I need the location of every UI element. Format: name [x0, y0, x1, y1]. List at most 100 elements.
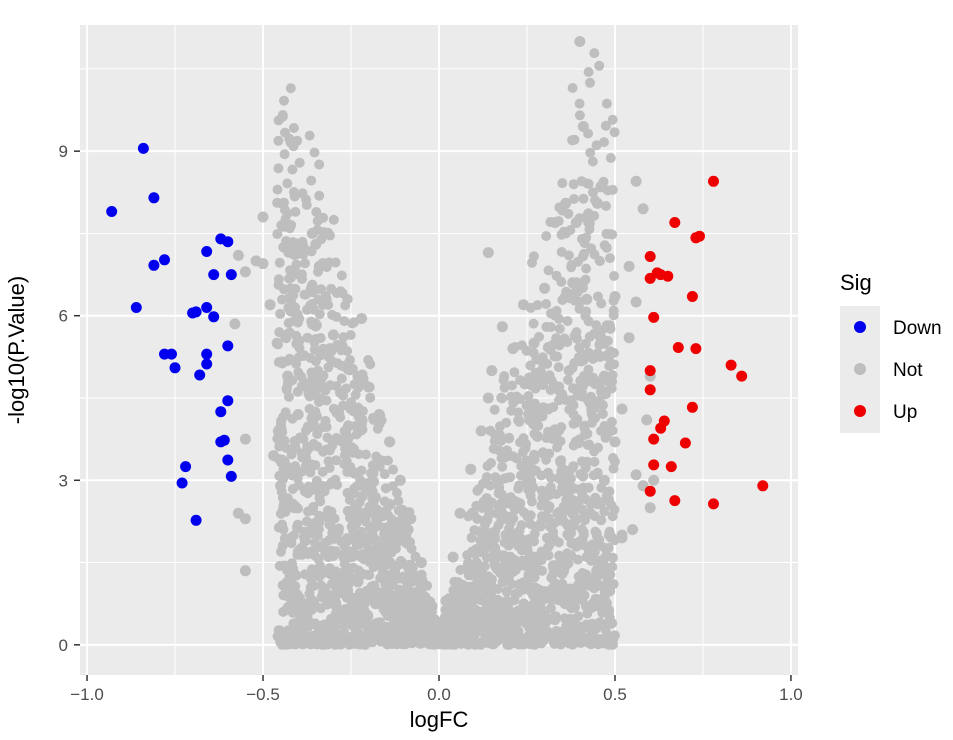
- cloud-point: [272, 229, 283, 240]
- point-not: [556, 568, 568, 579]
- cloud-point: [379, 541, 390, 552]
- cloud-point: [370, 619, 381, 629]
- cloud-point: [287, 484, 298, 494]
- point-not: [377, 562, 389, 574]
- cloud-point: [608, 310, 619, 321]
- cloud-point: [353, 411, 364, 422]
- cloud-point: [299, 350, 310, 361]
- cloud-point: [273, 135, 284, 146]
- cloud-point: [328, 548, 339, 559]
- cloud-point: [574, 98, 585, 109]
- cloud-point: [597, 607, 608, 618]
- point-not: [486, 365, 498, 377]
- point-not: [528, 337, 540, 349]
- cloud-point: [568, 179, 579, 190]
- cloud-point: [512, 627, 523, 638]
- cloud-point: [415, 618, 426, 629]
- point-not: [616, 532, 628, 544]
- cloud-point: [379, 469, 390, 480]
- cloud-point: [558, 501, 569, 512]
- cloud-point: [306, 459, 316, 470]
- cloud-point: [542, 358, 553, 369]
- cloud-point: [304, 130, 315, 141]
- cloud-point: [357, 594, 368, 605]
- point-not: [595, 181, 607, 193]
- cloud-point: [497, 393, 508, 404]
- cloud-point: [581, 541, 592, 552]
- cloud-point: [311, 207, 322, 217]
- cloud-point: [528, 318, 539, 329]
- x-tick-label: 0.0: [427, 685, 451, 704]
- cloud-point: [574, 303, 585, 314]
- cloud-point: [310, 356, 321, 367]
- cloud-point: [605, 253, 615, 264]
- cloud-point: [416, 604, 427, 615]
- point-not: [292, 409, 304, 420]
- cloud-point: [574, 594, 585, 605]
- cloud-point: [491, 508, 502, 519]
- point-not: [475, 425, 487, 437]
- cloud-point: [316, 284, 327, 295]
- cloud-point: [323, 456, 334, 467]
- cloud-point: [594, 395, 605, 406]
- point-not: [324, 343, 336, 355]
- cloud-point: [339, 316, 350, 327]
- point-not: [489, 559, 501, 571]
- cloud-point: [307, 378, 318, 389]
- cloud-point: [581, 263, 592, 274]
- point-not: [630, 296, 642, 308]
- point-up: [648, 311, 660, 323]
- cloud-point: [609, 359, 619, 370]
- cloud-point: [344, 632, 355, 643]
- point-up: [644, 384, 656, 396]
- point-down: [190, 306, 202, 318]
- cloud-point: [606, 531, 617, 542]
- y-tick-label: 0: [59, 636, 68, 655]
- cloud-point: [297, 274, 307, 284]
- cloud-point: [485, 480, 496, 491]
- cloud-point: [592, 594, 603, 605]
- cloud-point: [516, 533, 526, 544]
- cloud-point: [585, 147, 596, 158]
- cloud-point: [427, 614, 438, 625]
- cloud-point: [310, 334, 321, 344]
- cloud-point: [288, 187, 299, 197]
- cloud-point: [307, 595, 318, 606]
- point-not: [345, 441, 357, 453]
- cloud-point: [284, 353, 295, 364]
- cloud-point: [557, 178, 568, 189]
- point-up: [655, 422, 667, 434]
- cloud-point: [305, 573, 316, 584]
- cloud-point: [452, 617, 463, 628]
- cloud-point: [286, 594, 297, 605]
- cloud-point: [461, 637, 472, 648]
- cloud-point: [607, 114, 618, 125]
- cloud-point: [545, 322, 556, 332]
- cloud-point: [297, 236, 308, 247]
- cloud-point: [523, 391, 534, 401]
- cloud-point: [300, 258, 310, 269]
- cloud-point: [363, 542, 374, 553]
- cloud-point: [496, 435, 507, 446]
- point-down: [201, 358, 213, 370]
- cloud-point: [345, 403, 356, 414]
- point-down: [201, 246, 213, 257]
- cloud-point: [279, 95, 289, 106]
- cloud-point: [408, 595, 419, 606]
- cloud-point: [326, 477, 337, 488]
- cloud-point: [497, 489, 507, 500]
- cloud-point: [577, 234, 587, 244]
- point-not: [630, 469, 642, 481]
- cloud-point: [528, 533, 539, 544]
- cloud-point: [283, 582, 294, 593]
- cloud-point: [515, 375, 526, 386]
- cloud-point: [533, 420, 544, 431]
- point-not: [327, 590, 339, 601]
- cloud-point: [503, 540, 514, 551]
- cloud-point: [572, 333, 582, 344]
- cloud-point: [311, 620, 322, 630]
- point-not: [595, 332, 607, 344]
- cloud-point: [596, 498, 607, 509]
- cloud-point: [308, 581, 319, 591]
